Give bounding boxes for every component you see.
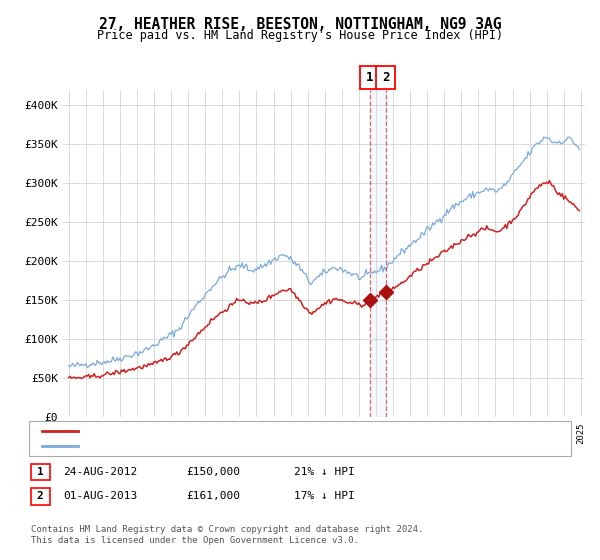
Text: 27, HEATHER RISE, BEESTON, NOTTINGHAM, NG9 3AG: 27, HEATHER RISE, BEESTON, NOTTINGHAM, N… — [99, 17, 501, 32]
Text: HPI: Average price, detached house, Broxtowe: HPI: Average price, detached house, Brox… — [87, 441, 362, 451]
Text: 2: 2 — [382, 71, 389, 84]
Text: £161,000: £161,000 — [186, 491, 240, 501]
Text: 27, HEATHER RISE, BEESTON, NOTTINGHAM, NG9 3AG (detached house): 27, HEATHER RISE, BEESTON, NOTTINGHAM, N… — [87, 426, 481, 436]
Text: £150,000: £150,000 — [186, 466, 240, 477]
Text: 1: 1 — [366, 71, 374, 84]
Text: Price paid vs. HM Land Registry's House Price Index (HPI): Price paid vs. HM Land Registry's House … — [97, 29, 503, 42]
Text: 2: 2 — [37, 491, 44, 501]
Text: 24-AUG-2012: 24-AUG-2012 — [63, 466, 137, 477]
Text: 21% ↓ HPI: 21% ↓ HPI — [294, 466, 355, 477]
Text: Contains HM Land Registry data © Crown copyright and database right 2024.
This d: Contains HM Land Registry data © Crown c… — [31, 525, 424, 545]
Bar — [370, 90, 386, 417]
Text: 01-AUG-2013: 01-AUG-2013 — [63, 491, 137, 501]
Text: 17% ↓ HPI: 17% ↓ HPI — [294, 491, 355, 501]
Text: 1: 1 — [37, 466, 44, 477]
